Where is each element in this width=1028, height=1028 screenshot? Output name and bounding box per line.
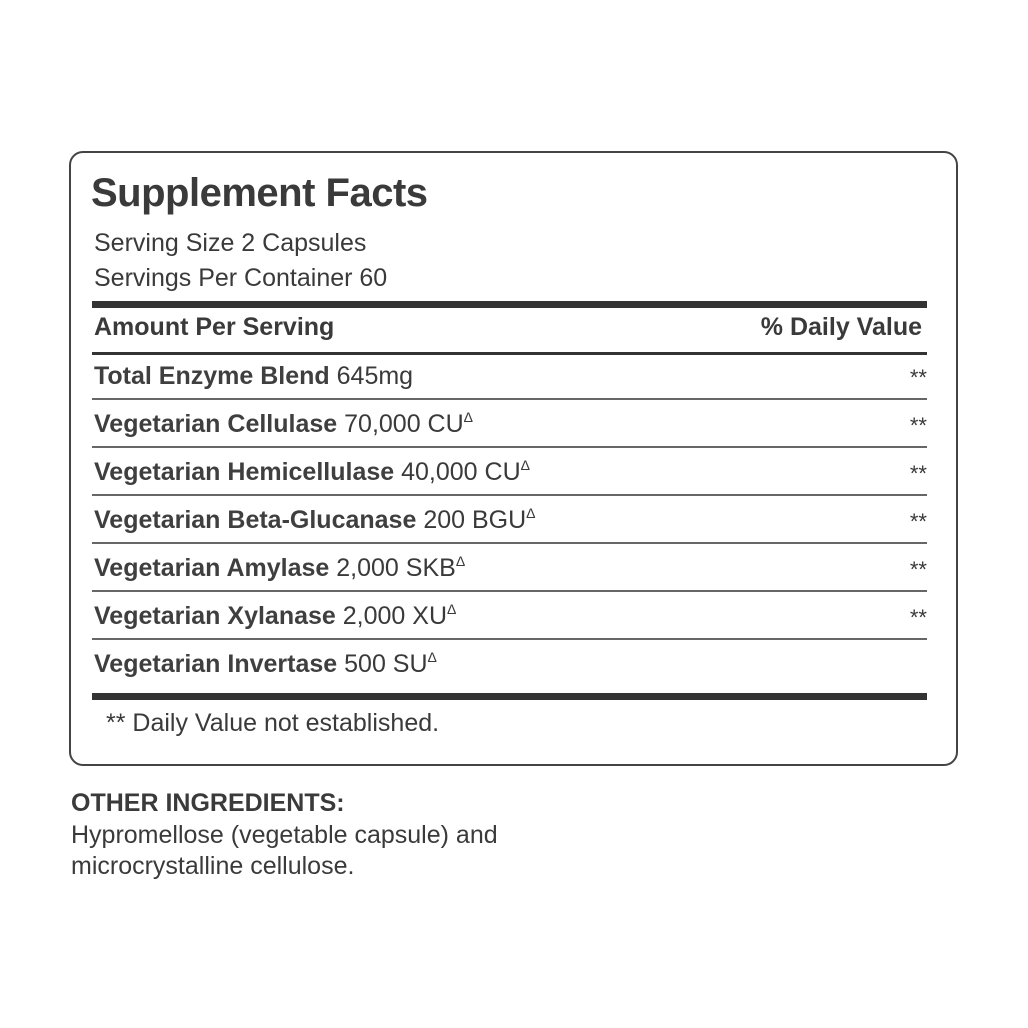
servings-per-container: Servings Per Container 60 — [94, 264, 388, 292]
nutrient-name: Total Enzyme Blend — [94, 362, 330, 390]
amount-per-serving-header: Amount Per Serving — [94, 313, 335, 341]
nutrient-row: Vegetarian Cellulase 70,000 CUΔ ** — [94, 409, 927, 457]
daily-value: ** — [909, 365, 927, 390]
medium-divider — [92, 352, 927, 355]
nutrient-amount: 200 BGU — [416, 506, 527, 534]
supplement-facts-panel: Supplement Facts Serving Size 2 Capsules… — [69, 151, 958, 766]
delta-mark: Δ — [526, 505, 536, 521]
nutrient-amount: 2,000 XU — [335, 602, 447, 630]
nutrient-row: Vegetarian Amylase 2,000 SKBΔ ** — [94, 553, 927, 601]
thin-divider — [92, 494, 927, 496]
nutrient-row: Vegetarian Hemicellulase 40,000 CUΔ ** — [94, 457, 927, 505]
nutrient-name: Vegetarian Hemicellulase — [94, 458, 395, 486]
serving-size: Serving Size 2 Capsules — [94, 229, 367, 257]
footnote: ** Daily Value not established. — [106, 709, 440, 737]
thin-divider — [92, 590, 927, 592]
nutrient-amount: 645mg — [329, 362, 414, 390]
nutrient-amount: 500 SU — [337, 650, 428, 678]
delta-mark: Δ — [427, 649, 437, 665]
daily-value: ** — [909, 605, 927, 630]
thin-divider — [92, 398, 927, 400]
nutrient-row: Vegetarian Xylanase 2,000 XUΔ ** — [94, 601, 927, 649]
other-ingredients-heading: OTHER INGREDIENTS: — [71, 789, 345, 817]
nutrient-name: Vegetarian Invertase — [94, 650, 338, 678]
nutrient-name: Vegetarian Xylanase — [94, 602, 336, 630]
thin-divider — [92, 446, 927, 448]
delta-mark: Δ — [463, 409, 474, 425]
nutrient-amount: 40,000 CU — [394, 458, 521, 486]
thin-divider — [92, 638, 927, 640]
thin-divider — [92, 542, 927, 544]
nutrient-name: Vegetarian Amylase — [94, 554, 330, 582]
panel-title: Supplement Facts — [91, 171, 428, 215]
delta-mark: Δ — [447, 601, 457, 617]
nutrient-amount: 70,000 CU — [337, 410, 464, 438]
delta-mark: Δ — [520, 457, 530, 473]
thick-divider — [92, 693, 927, 700]
daily-value-header: % Daily Value — [760, 313, 922, 341]
delta-mark: Δ — [455, 553, 466, 569]
nutrient-row: Vegetarian Invertase 500 SUΔ — [94, 649, 927, 697]
nutrient-row: Vegetarian Beta-Glucanase 200 BGUΔ ** — [94, 505, 927, 553]
nutrient-row: Total Enzyme Blend 645mg ** — [94, 361, 927, 409]
daily-value: ** — [909, 509, 927, 534]
other-ingredients-text: Hypromellose (vegetable capsule) and mic… — [71, 821, 498, 880]
thick-divider — [92, 301, 927, 308]
nutrient-name: Vegetarian Beta-Glucanase — [94, 506, 417, 534]
nutrient-name: Vegetarian Cellulase — [94, 410, 338, 438]
daily-value: ** — [909, 557, 927, 582]
daily-value: ** — [909, 413, 927, 438]
daily-value: ** — [909, 461, 927, 486]
nutrient-amount: 2,000 SKB — [329, 554, 456, 582]
